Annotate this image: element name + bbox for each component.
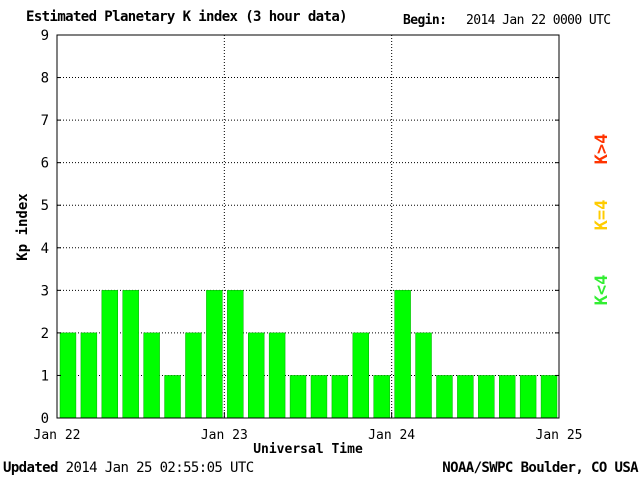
x-tick-label: Jan 22	[34, 428, 81, 443]
kp-bar	[478, 375, 495, 419]
legend-item: K<4	[592, 275, 612, 306]
kp-bar	[289, 375, 307, 419]
kp-bar	[227, 290, 244, 419]
kp-bar	[540, 375, 558, 419]
y-tick-label: 0	[41, 411, 49, 427]
x-axis-label: Universal Time	[253, 442, 363, 457]
begin-label: Begin:	[403, 13, 447, 28]
kp-bar	[164, 375, 181, 419]
kp-bar	[394, 290, 411, 419]
legend-item: K>4	[592, 134, 612, 165]
kp-bar	[248, 332, 265, 419]
y-tick-label: 9	[41, 28, 49, 44]
kp-bar	[352, 332, 370, 419]
kp-bar	[122, 290, 139, 419]
kp-bar	[436, 375, 453, 419]
begin-value: 2014 Jan 22 0000 UTC	[466, 13, 611, 28]
kp-bar	[143, 332, 160, 419]
x-tick-labels: Jan 22 Jan 23 Jan 24 Jan 25	[34, 412, 583, 443]
kp-bar	[457, 375, 474, 419]
kp-bar	[101, 290, 119, 419]
y-tick-label: 7	[41, 113, 49, 129]
kp-bar	[206, 290, 223, 419]
kp-bar	[80, 332, 98, 419]
y-tick-label: 1	[41, 368, 49, 384]
x-tick-label: Jan 25	[536, 428, 583, 443]
credit-text: NOAA/SWPC Boulder, CO USA	[442, 460, 638, 476]
legend: K>4 K=4 K<4	[592, 134, 612, 306]
x-tick-label: Jan 24	[368, 428, 415, 443]
kp-bar	[331, 375, 349, 419]
updated-timestamp: Updated 2014 Jan 25 02:55:05 UTC	[3, 460, 254, 476]
updated-value: 2014 Jan 25 02:55:05 UTC	[65, 460, 254, 476]
kp-bar	[268, 332, 286, 419]
grid-layer	[57, 35, 559, 418]
y-tick-labels: 0 1 2 3 4 5 6 7 8 9	[41, 28, 559, 427]
y-tick-label: 2	[41, 326, 49, 342]
y-tick-label: 8	[41, 71, 49, 87]
x-tick-label: Jan 23	[201, 428, 248, 443]
updated-label: Updated	[3, 460, 58, 476]
kp-bar	[310, 375, 328, 419]
chart-title: Estimated Planetary K index (3 hour data…	[26, 9, 348, 25]
y-tick-label: 3	[41, 283, 49, 299]
y-tick-label: 4	[41, 241, 49, 257]
kp-bar	[59, 332, 77, 419]
legend-item: K=4	[592, 200, 612, 231]
kp-bar	[373, 375, 390, 419]
y-tick-label: 5	[41, 198, 49, 214]
bars-layer	[59, 290, 558, 419]
kp-bar	[185, 332, 202, 419]
plot-frame	[56, 34, 560, 419]
kp-bar	[499, 375, 516, 419]
kp-bar	[415, 332, 432, 419]
kp-bar	[519, 375, 537, 419]
y-axis-label: Kp index	[15, 193, 31, 261]
y-tick-label: 6	[41, 156, 49, 172]
